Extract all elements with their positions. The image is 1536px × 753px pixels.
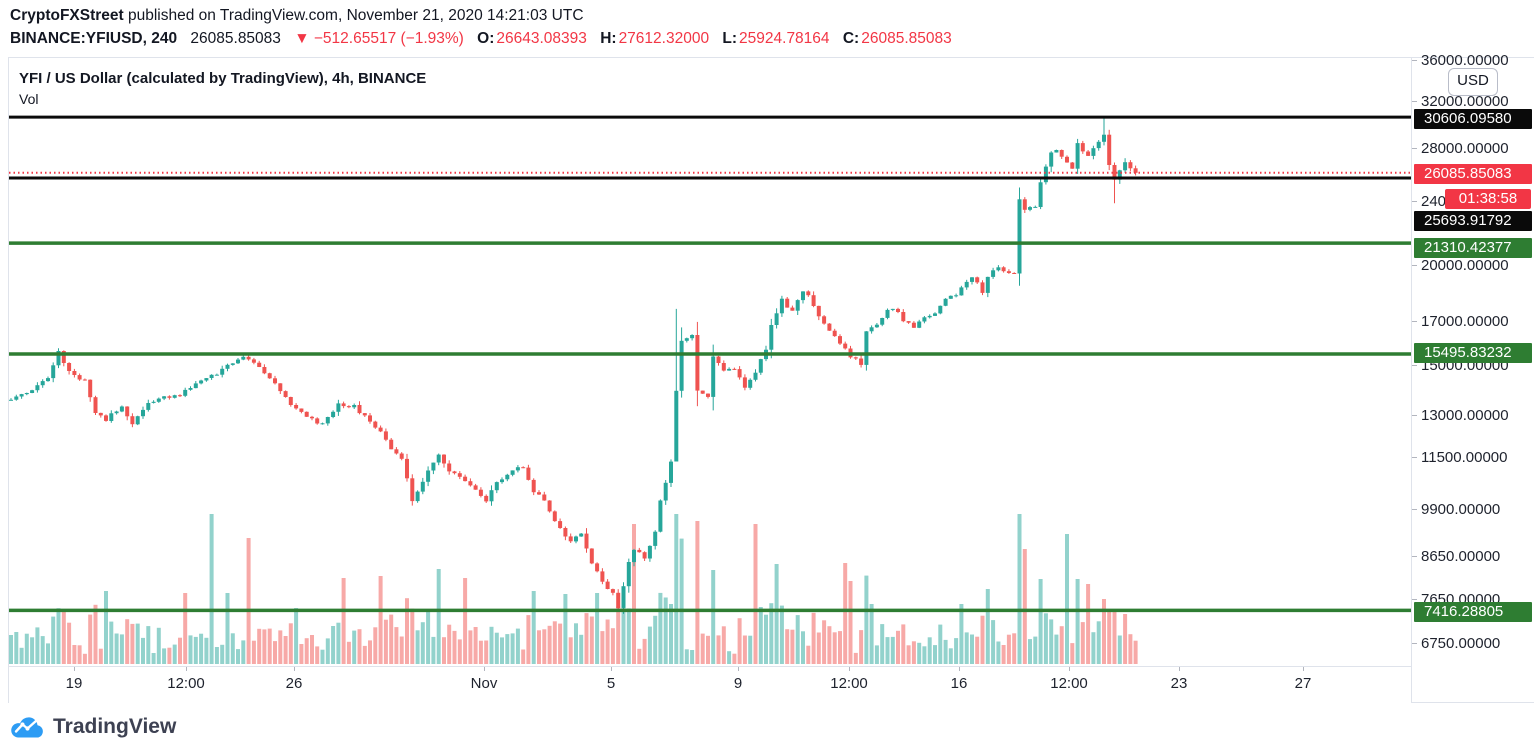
time-tick-label: 19 — [65, 675, 83, 692]
high-key: H: — [600, 30, 617, 47]
time-tick-mark — [849, 667, 850, 671]
time-tick-mark — [484, 667, 485, 671]
tradingview-cloud-icon — [11, 717, 43, 738]
time-tick-mark — [74, 667, 75, 671]
level-price-label: 15495.83232 — [1414, 343, 1532, 363]
volume-layer — [9, 514, 1138, 664]
level-price-label: 30606.09580 — [1414, 109, 1532, 129]
time-tick-mark — [1179, 667, 1180, 671]
time-tick-label: 12:00 — [1050, 675, 1088, 692]
byline-text: published on TradingView.com, November 2… — [123, 7, 584, 24]
bar-countdown: 01:38:58 — [1445, 189, 1531, 209]
last-price: 26085.85083 — [190, 30, 281, 47]
price-change: ▼ −512.65517 (−1.93%) — [294, 30, 464, 47]
low-value: 25924.78164 — [739, 30, 830, 47]
time-tick-label: 12:00 — [830, 675, 868, 692]
time-tick-mark — [959, 667, 960, 671]
time-tick-label: Nov — [470, 675, 498, 692]
byline-author: CryptoFXStreet — [10, 7, 124, 24]
level-price-label: 21310.42377 — [1414, 238, 1532, 258]
byline: CryptoFXStreet published on TradingView.… — [10, 7, 584, 25]
time-tick-label: 16 — [950, 675, 968, 692]
open-value: 26643.08393 — [496, 30, 587, 47]
time-tick-mark — [1069, 667, 1070, 671]
time-tick-label: 27 — [1294, 675, 1312, 692]
currency-toggle-button[interactable]: USD — [1448, 68, 1498, 96]
time-tick-mark — [294, 667, 295, 671]
time-tick-mark — [1303, 667, 1304, 671]
time-tick-label: 5 — [606, 675, 616, 692]
candles-layer — [9, 117, 1138, 614]
time-axis[interactable]: 19 12:00 26 Nov 5 9 12:00 16 12:00 23 27 — [9, 666, 1411, 703]
symbol-name: BINANCE:YFIUSD, 240 — [10, 30, 178, 47]
time-tick-label: 26 — [285, 675, 303, 692]
time-tick-mark — [186, 667, 187, 671]
time-tick-mark — [738, 667, 739, 671]
tradingview-logo[interactable]: TradingView — [8, 712, 176, 742]
level-price-label: 25693.91792 — [1414, 211, 1532, 231]
level-price-label: 7416.28805 — [1414, 602, 1532, 622]
current-price-label: 26085.85083 — [1414, 164, 1532, 184]
low-key: L: — [722, 30, 738, 47]
level-lines-layer[interactable] — [9, 115, 1411, 613]
symbol-row: BINANCE:YFIUSD, 240 26085.85083 ▼ −512.6… — [10, 30, 961, 48]
time-tick-label: 23 — [1170, 675, 1188, 692]
open-key: O: — [477, 30, 495, 47]
candlestick-chart[interactable] — [9, 58, 1411, 666]
tradingview-logo-text: TradingView — [53, 715, 177, 738]
close-key: C: — [842, 30, 860, 47]
high-value: 27612.32000 — [618, 30, 710, 47]
time-tick-mark — [611, 667, 612, 671]
time-tick-label: 9 — [733, 675, 743, 692]
chart-frame: YFI / US Dollar (calculated by TradingVi… — [8, 52, 1534, 703]
time-tick-label: 12:00 — [167, 675, 205, 692]
close-value: 26085.85083 — [861, 30, 952, 47]
price-axis[interactable]: USD 01:38:58 36000.00000 32000.00000 28000… — [1411, 52, 1534, 702]
